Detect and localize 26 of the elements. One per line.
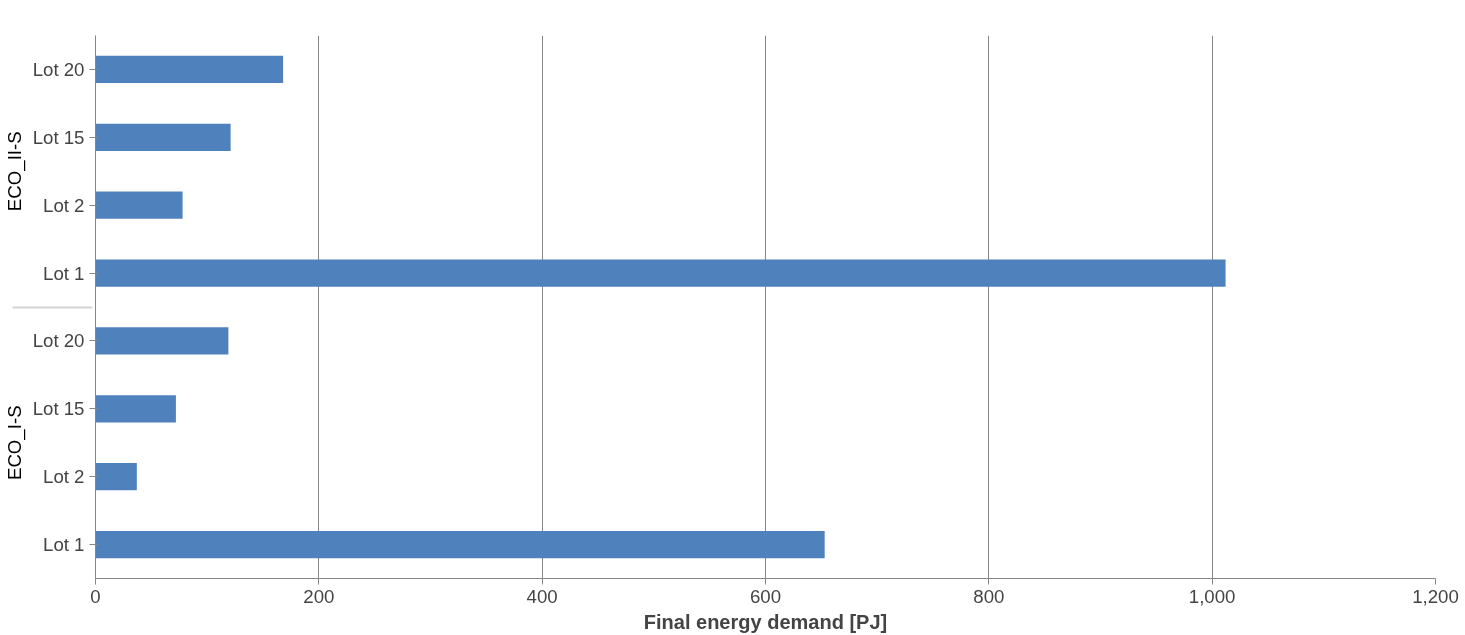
- x-tick-label: 0: [90, 585, 101, 607]
- bar: [95, 259, 1226, 287]
- x-tick-label: 400: [526, 585, 558, 607]
- bar: [95, 191, 183, 219]
- y-tick-label: Lot 1: [43, 262, 85, 284]
- y-tick-label: Lot 1: [43, 534, 85, 556]
- y-tick-label: Lot 2: [43, 194, 85, 216]
- bar: [95, 55, 284, 84]
- x-tick-label: 1,200: [1412, 585, 1459, 607]
- text: ECO_II-S: [3, 131, 26, 212]
- x-tick-label: 200: [303, 585, 335, 607]
- y-tick-label: Lot 2: [43, 466, 85, 488]
- bar: [95, 530, 825, 559]
- y-tick-label: Lot 20: [32, 330, 85, 352]
- y-tick-label: Lot 15: [32, 126, 85, 148]
- bar: [95, 395, 176, 423]
- bar: [95, 463, 137, 491]
- x-tick-label: 800: [973, 585, 1005, 607]
- x-tick-label: 1,000: [1188, 585, 1236, 607]
- x-axis-title: Final energy demand [PJ]: [643, 610, 888, 633]
- text: ECO_I-S: [3, 405, 26, 481]
- bar: [95, 123, 231, 151]
- y-tick-label: Lot 15: [32, 398, 85, 420]
- x-tick-label: 600: [749, 585, 782, 607]
- y-tick-label: Lot 20: [32, 58, 85, 80]
- bar: [95, 327, 229, 355]
